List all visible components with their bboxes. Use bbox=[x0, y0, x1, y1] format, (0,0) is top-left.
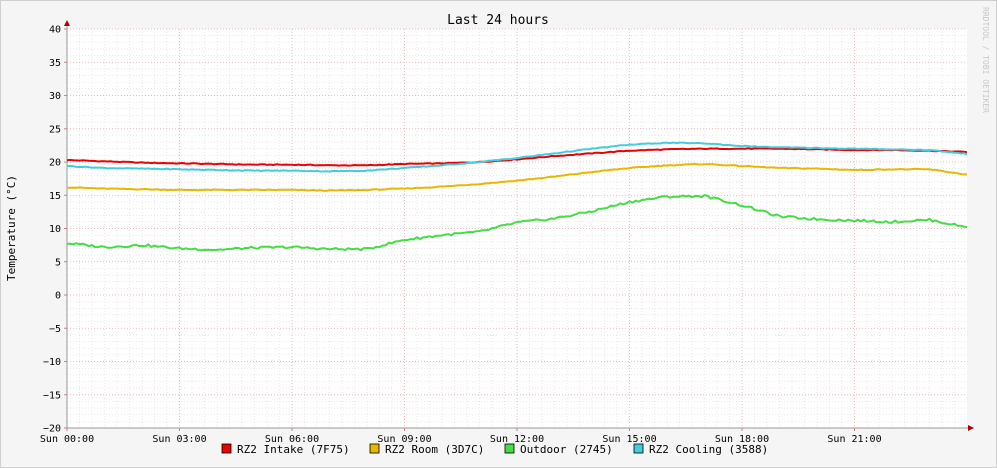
legend-swatch bbox=[369, 443, 380, 454]
legend-swatch bbox=[633, 443, 644, 454]
y-tick-label: 25 bbox=[49, 124, 61, 135]
x-tick-label: Sun 00:00 bbox=[40, 434, 94, 445]
legend-swatch bbox=[221, 443, 232, 454]
y-tick-label: 5 bbox=[55, 257, 61, 268]
y-tick-label: −20 bbox=[43, 424, 61, 435]
axes bbox=[64, 20, 974, 431]
legend-label: Outdoor (2745) bbox=[520, 443, 613, 456]
x-tick-label: Sun 18:00 bbox=[715, 434, 769, 445]
x-tick-label: Sun 03:00 bbox=[152, 434, 206, 445]
x-tick-label: Sun 12:00 bbox=[490, 434, 544, 445]
x-tick-label: Sun 21:00 bbox=[827, 434, 881, 445]
y-tick-label: −5 bbox=[49, 324, 61, 335]
y-tick-label: 15 bbox=[49, 191, 61, 202]
series-line bbox=[66, 162, 967, 192]
legend-label: RZ2 Cooling (3588) bbox=[649, 443, 768, 456]
watermark: RRDTOOL / TOBI OETIKER bbox=[981, 7, 990, 113]
y-tick-label: 0 bbox=[55, 291, 61, 302]
x-tick-label: Sun 15:00 bbox=[602, 434, 656, 445]
y-axis-label: Temperature (°C) bbox=[5, 175, 18, 281]
y-tick-label: −10 bbox=[43, 357, 61, 368]
legend-label: RZ2 Intake (7F75) bbox=[237, 443, 350, 456]
x-axis-arrow bbox=[968, 425, 974, 431]
x-tick-label: Sun 06:00 bbox=[265, 434, 319, 445]
y-tick-label: 20 bbox=[49, 158, 61, 169]
y-axis-arrow bbox=[64, 20, 70, 26]
series-line bbox=[66, 147, 968, 167]
y-axis-ticks: 40 35 30 25 20 15 10 5 0 −5 −10 −15 −20 bbox=[43, 25, 67, 435]
x-tick-label: Sun 09:00 bbox=[377, 434, 431, 445]
series-line bbox=[66, 194, 968, 252]
series-lines bbox=[66, 141, 968, 252]
y-tick-label: 35 bbox=[49, 58, 61, 69]
legend: RZ2 Intake (7F75) RZ2 Room (3D7C) Outdoor … bbox=[221, 443, 768, 456]
y-tick-label: −15 bbox=[43, 390, 61, 401]
y-tick-label: 40 bbox=[49, 25, 61, 36]
y-tick-label: 30 bbox=[49, 91, 61, 102]
y-tick-label: 10 bbox=[49, 224, 61, 235]
legend-swatch bbox=[504, 443, 515, 454]
legend-label: RZ2 Room (3D7C) bbox=[385, 443, 484, 456]
series-line bbox=[66, 141, 968, 173]
chart-title: Last 24 hours bbox=[447, 13, 549, 28]
